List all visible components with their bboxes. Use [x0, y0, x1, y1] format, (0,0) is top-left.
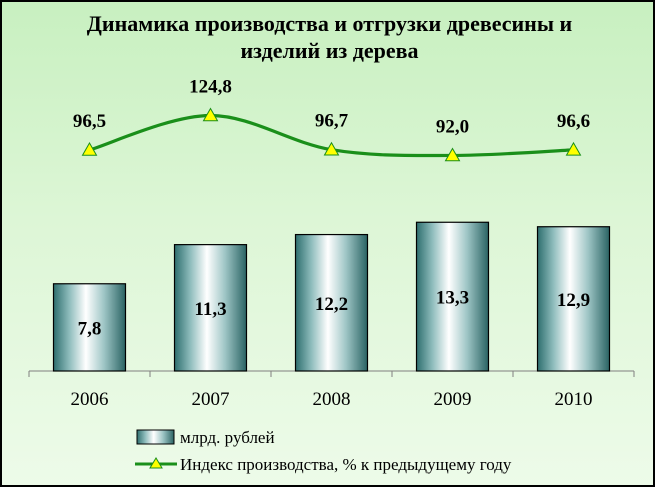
x-tick-label: 2006 [71, 389, 109, 410]
line-data-label: 96,5 [73, 111, 106, 132]
x-tick-label: 2009 [434, 389, 472, 410]
line-marker [565, 141, 582, 156]
legend-line-label: Индекс производства, % к предыдущему год… [180, 455, 512, 474]
line-marker [444, 147, 461, 162]
bar [294, 233, 369, 372]
x-tick-label: 2008 [313, 389, 351, 410]
line-marker [323, 141, 340, 156]
line-data-label: 96,7 [315, 111, 349, 132]
bar-data-label: 11,3 [194, 299, 226, 320]
chart-title-line-2: изделий из дерева [240, 38, 419, 63]
line-data-label: 92,0 [436, 116, 469, 137]
chart-title: Динамика производства и отгрузки древеси… [2, 10, 653, 64]
x-tick-label: 2010 [555, 389, 593, 410]
line-data-label: 96,6 [557, 111, 590, 132]
x-tick-label: 2007 [192, 389, 230, 410]
bar-data-label: 13,3 [436, 288, 469, 309]
bar [415, 221, 490, 372]
bar [52, 283, 127, 372]
bar-data-label: 12,2 [315, 294, 348, 315]
line-marker [202, 107, 219, 122]
legend-bar-swatch [136, 429, 175, 445]
line-data-label: 124,8 [189, 77, 232, 98]
bar [173, 244, 248, 372]
legend-bar-label: млрд. рублей [180, 428, 275, 447]
legend-line-marker [149, 457, 163, 469]
line-marker [81, 141, 98, 156]
chart-title-line-1: Динамика производства и отгрузки древеси… [86, 11, 573, 36]
bar-data-label: 7,8 [78, 318, 102, 339]
bar [536, 226, 611, 372]
bar-data-label: 12,9 [557, 290, 590, 311]
